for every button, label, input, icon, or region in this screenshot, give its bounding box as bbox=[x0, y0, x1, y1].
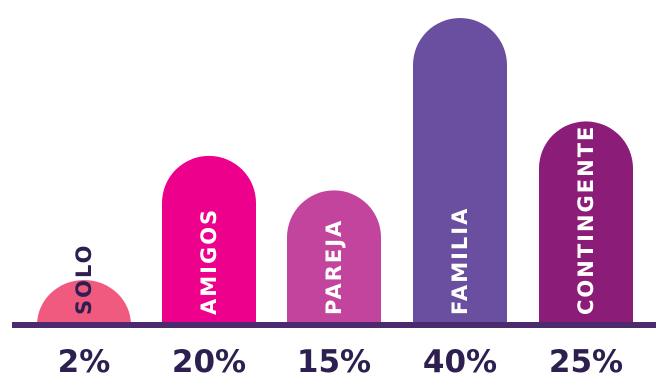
bar-contingente bbox=[539, 121, 633, 325]
bars-group bbox=[37, 18, 633, 325]
value-label-contingente: 25% bbox=[549, 344, 623, 380]
bar-familia bbox=[413, 18, 507, 325]
category-labels-group: SOLO AMIGOS PAREJA FAMILIA CONTINGENTE bbox=[72, 125, 598, 315]
bar-pareja bbox=[287, 190, 381, 325]
category-label-amigos: AMIGOS bbox=[197, 208, 221, 315]
value-label-amigos: 20% bbox=[172, 344, 246, 380]
bar-solo bbox=[37, 280, 131, 325]
bar-amigos bbox=[162, 155, 256, 325]
category-label-contingente: CONTINGENTE bbox=[574, 125, 598, 315]
value-label-familia: 40% bbox=[423, 344, 497, 380]
value-labels-group: 2% 20% 15% 40% 25% bbox=[58, 344, 623, 380]
value-label-solo: 2% bbox=[58, 344, 111, 380]
category-label-pareja: PAREJA bbox=[322, 219, 346, 315]
category-label-solo: SOLO bbox=[72, 244, 96, 315]
category-label-familia: FAMILIA bbox=[448, 207, 472, 315]
value-label-pareja: 15% bbox=[297, 344, 371, 380]
